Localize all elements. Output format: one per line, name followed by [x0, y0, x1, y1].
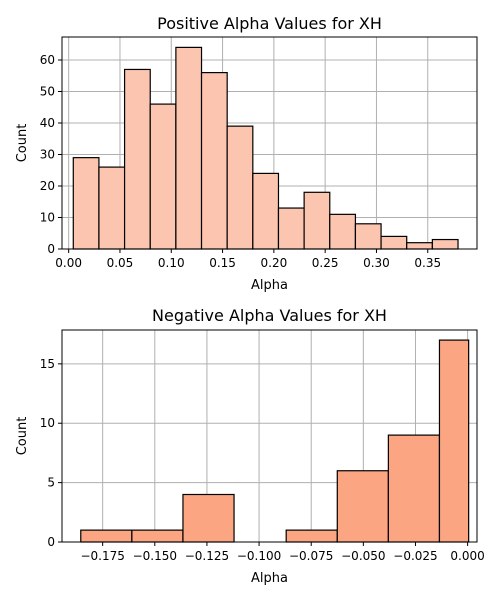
histogram-bar — [200, 71, 228, 250]
histogram-bar — [431, 238, 459, 250]
y-tick-label: 0 — [47, 242, 55, 256]
y-tick-label: 5 — [47, 476, 55, 490]
histogram-bar — [406, 242, 433, 250]
x-tick-label: 0.20 — [261, 256, 288, 270]
x-tick-label: 0.30 — [363, 256, 390, 270]
y-tick-label: 60 — [40, 53, 55, 67]
x-tick-label: 0.10 — [158, 256, 185, 270]
x-tick-label: 0.000 — [450, 549, 484, 563]
x-tick-label: −0.125 — [185, 549, 229, 563]
y-tick-label: 40 — [40, 116, 55, 130]
histogram-bar — [336, 470, 389, 543]
histogram-bar — [131, 529, 184, 543]
histogram-bar — [277, 207, 305, 250]
y-tick-label: 30 — [40, 147, 55, 161]
histogram-bar — [303, 191, 331, 250]
positive-alpha-histogram: Positive Alpha Values for XH Alpha Count… — [15, 14, 478, 293]
histogram-bar — [98, 166, 126, 250]
y-tick-label: 0 — [47, 535, 55, 549]
x-tick-label: 0.15 — [209, 256, 236, 270]
histogram-bar — [175, 46, 203, 250]
chart-title: Negative Alpha Values for XH — [152, 306, 387, 325]
histogram-bar — [380, 235, 408, 250]
x-tick-label: 0.00 — [55, 256, 82, 270]
y-tick-label: 15 — [40, 357, 55, 371]
x-tick-label: −0.075 — [289, 549, 333, 563]
x-tick-label: −0.150 — [133, 549, 177, 563]
histogram-bar — [387, 434, 441, 543]
histogram-bar — [354, 223, 382, 250]
y-tick-label: 10 — [40, 416, 55, 430]
negative-alpha-histogram: Negative Alpha Values for XH Alpha Count… — [15, 306, 485, 586]
x-tick-label: 0.25 — [312, 256, 339, 270]
y-tick-label: 10 — [40, 210, 55, 224]
y-axis-label: Count — [15, 417, 30, 456]
histogram-bar — [329, 213, 357, 250]
histogram-bar — [182, 493, 235, 543]
y-axis-label: Count — [15, 124, 30, 163]
histogram-bar — [80, 529, 133, 543]
histogram-bar — [285, 529, 338, 543]
histogram-bar — [123, 68, 151, 250]
x-axis-label: Alpha — [251, 278, 288, 293]
x-tick-label: −0.100 — [237, 549, 281, 563]
histogram-bar — [252, 172, 280, 250]
plot-frame — [61, 329, 478, 543]
histogram-bar — [72, 157, 100, 250]
x-tick-label: 0.35 — [414, 256, 441, 270]
x-axis-label: Alpha — [251, 571, 288, 586]
x-tick-label: −0.050 — [341, 549, 385, 563]
histogram-bar — [226, 125, 254, 250]
x-tick-label: −0.025 — [393, 549, 437, 563]
x-tick-label: 0.05 — [107, 256, 134, 270]
histogram-bar — [149, 103, 177, 250]
chart-title: Positive Alpha Values for XH — [157, 14, 382, 33]
histogram-bar — [438, 339, 470, 543]
plot-frame — [61, 36, 478, 250]
x-tick-label: −0.175 — [80, 549, 124, 563]
y-tick-label: 20 — [40, 179, 55, 193]
y-tick-label: 50 — [40, 84, 55, 98]
